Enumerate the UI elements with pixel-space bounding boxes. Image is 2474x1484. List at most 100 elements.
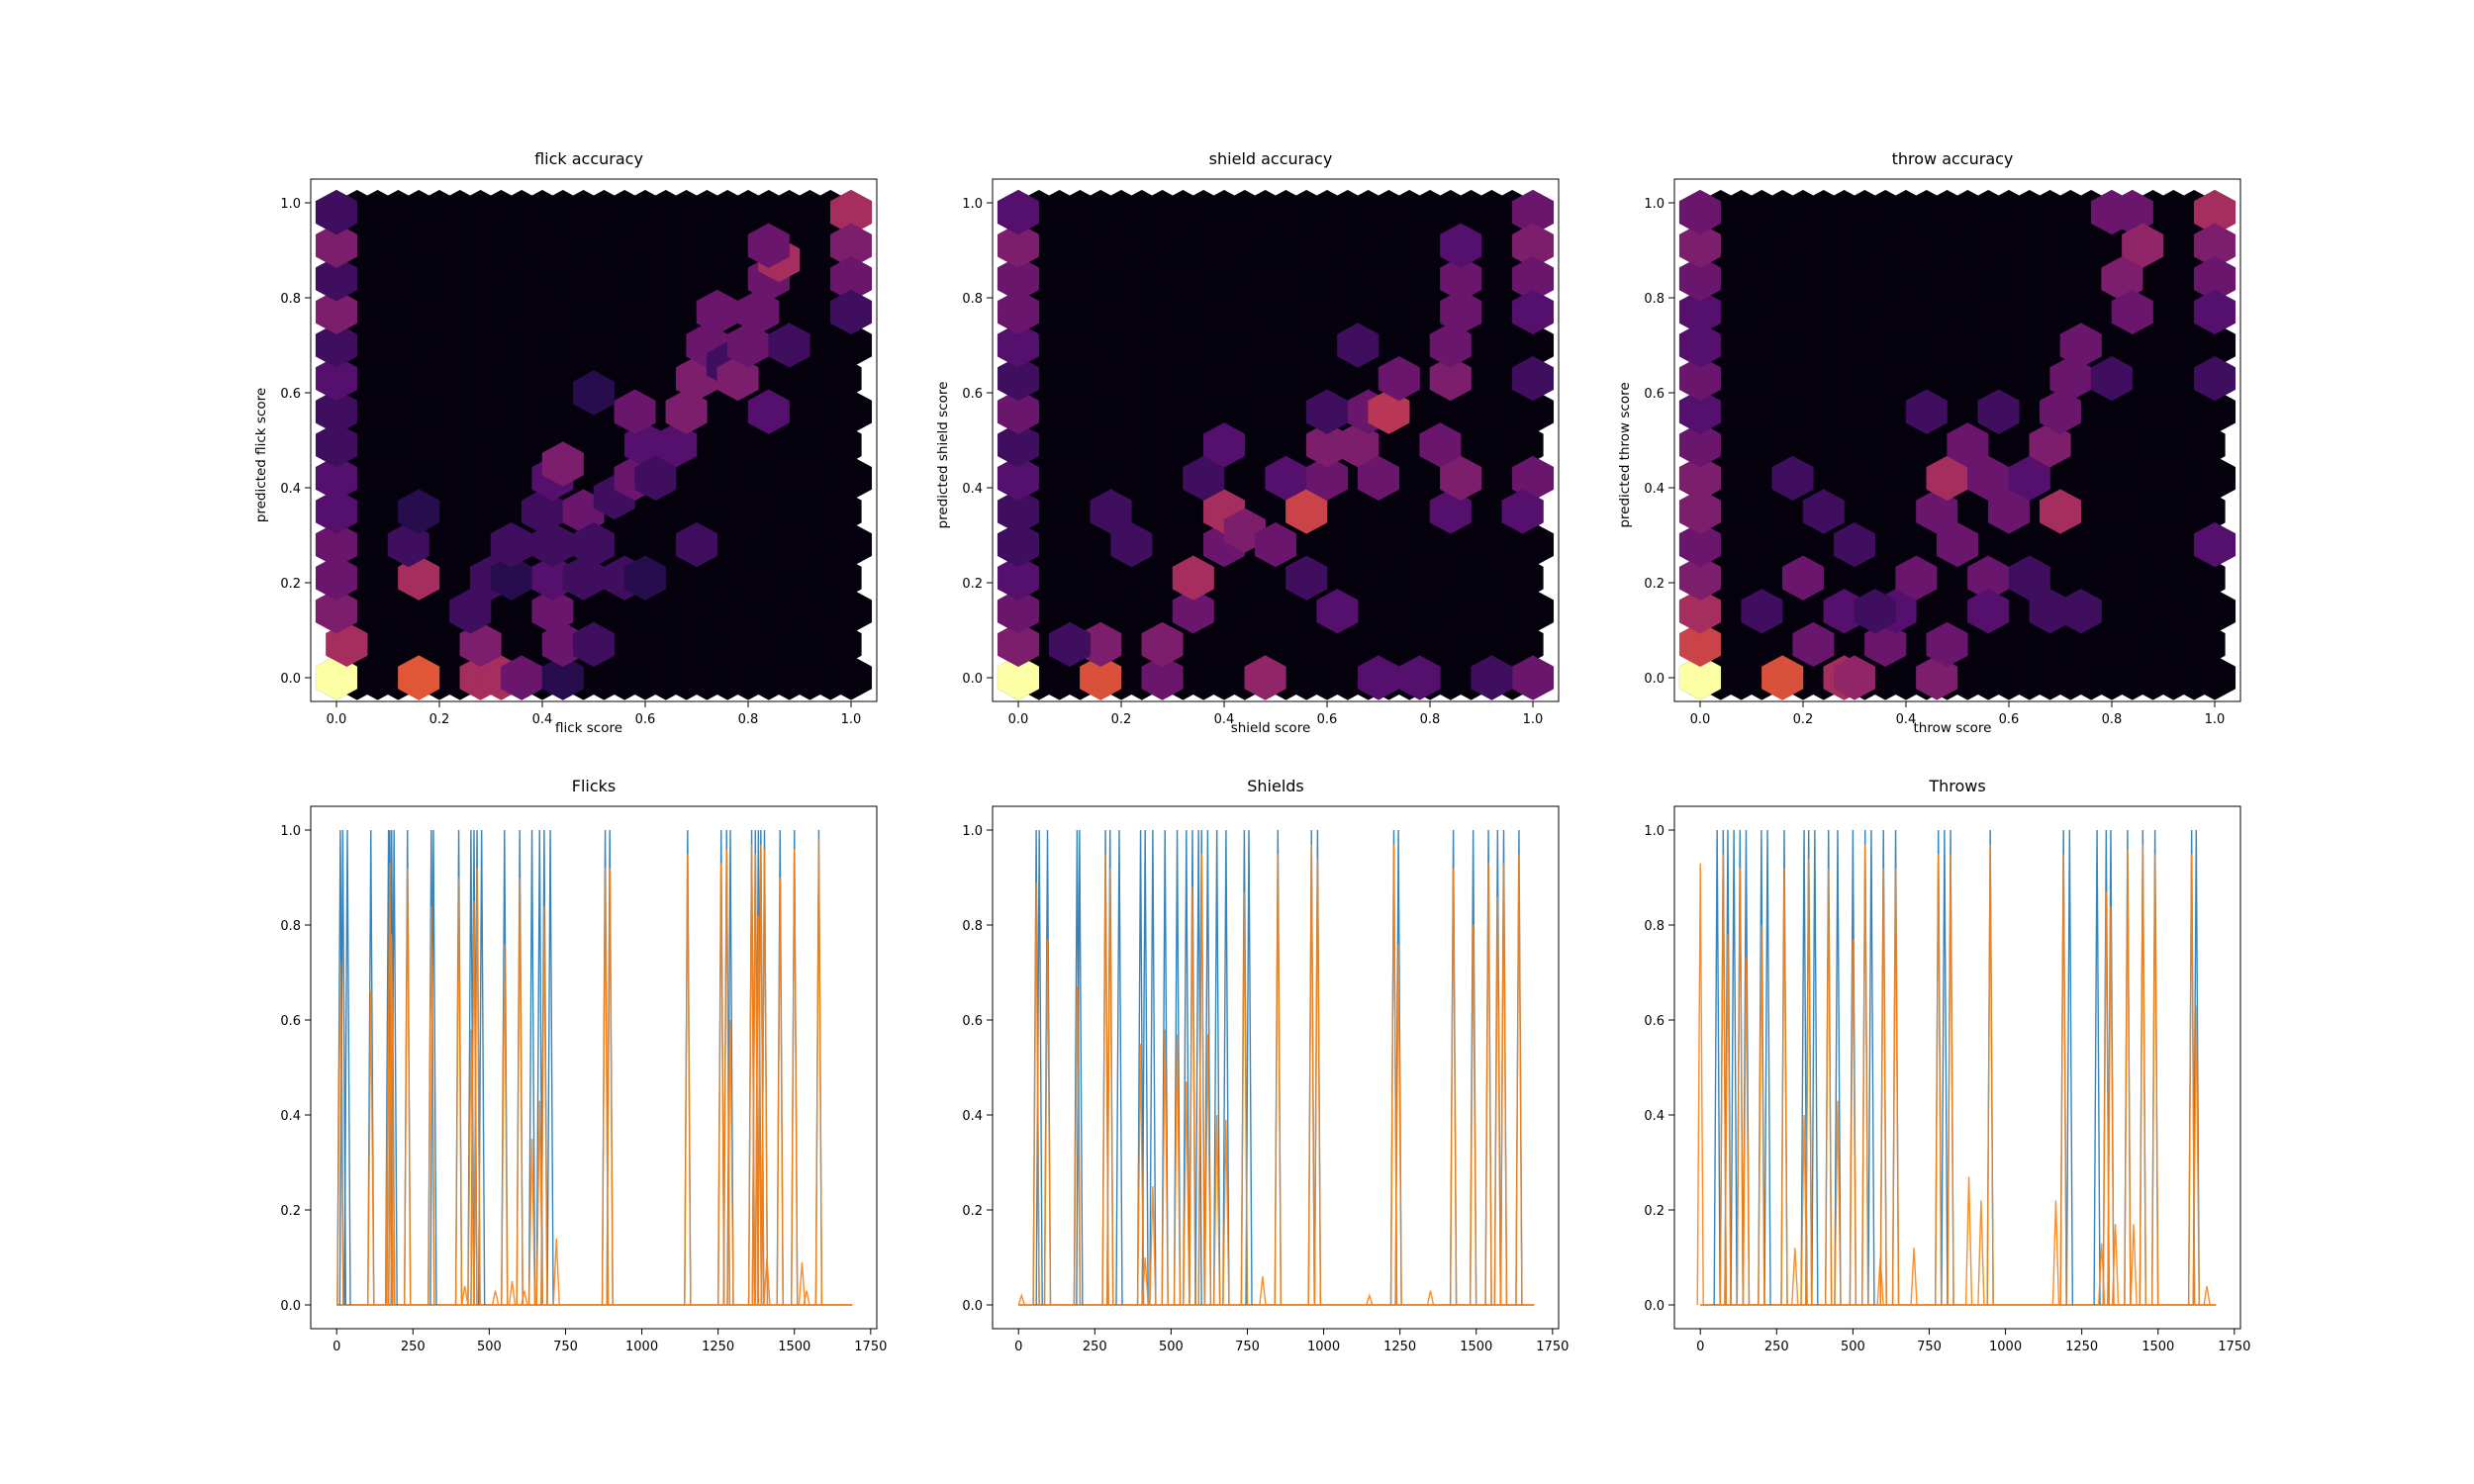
hexbin-cell [1678,489,1722,534]
x-tick-label: 0 [1014,1340,1022,1354]
series-predicted-spike [2098,1243,2106,1306]
hexbin-cell [623,555,667,601]
hexbin-cell [315,289,358,335]
hexbin-cell [2059,589,2102,634]
hexbin-cell [997,256,1040,302]
hexbin-cell [747,223,790,268]
series-predicted-spike [501,944,509,1306]
flick-accuracy-ylabel: predicted flick score [253,388,269,522]
axes-frame [310,178,878,702]
series-actual-spike [429,829,437,1306]
hexbin-cell [2059,323,2102,368]
series-predicted-spike [1106,868,1114,1306]
flick-accuracy-xlabel: flick score [555,720,622,736]
shield-accuracy-ylabel: predicted shield score [935,382,951,529]
hexbin-cell [1926,621,1968,668]
hexbin-cell [315,223,358,268]
hexbin-cell [562,555,605,601]
series-predicted-spike [1493,896,1502,1306]
hexbin-cell [1316,589,1359,634]
series-predicted-spike [1136,1043,1145,1306]
y-tick-label: 1.0 [962,824,983,839]
hexbin-cell [2090,355,2134,402]
hexbin-cell [1967,589,2010,634]
series-predicted-spike [1758,924,1765,1306]
shield-accuracy-title: shield accuracy [1209,149,1333,168]
series-predicted-spike [1426,1290,1435,1306]
hexbin-cell [1305,389,1349,434]
hexbin-cell [1678,422,1722,468]
hexbin-cell [1172,555,1214,601]
series-predicted-spike [527,1138,536,1306]
series-actual-spike [1811,829,1819,1306]
series-predicted-spike [491,1290,500,1306]
hexbin-cell [1440,256,1482,302]
series-predicted-spike [1876,1256,1884,1306]
series-predicted-spike [552,1238,560,1306]
y-tick-label: 1.0 [1644,824,1665,839]
hexbin-cell [1337,323,1380,368]
x-tick-label: 0.0 [1008,712,1029,727]
y-tick-label: 1.0 [962,197,983,212]
series-predicted-spike [1780,868,1788,1306]
series-predicted-spike [467,1029,475,1306]
axes-frame [992,178,1560,702]
series-predicted-spike [1861,844,1869,1306]
hexbin-cell [997,621,1040,668]
hexbin-cell [541,441,584,487]
hexbin-cell [1905,389,1948,434]
hexbin-cell [1471,655,1513,700]
hexbin-cell [1254,521,1297,568]
series-actual-spike [467,829,475,1306]
hexbin-cell [1678,289,1722,335]
hexbin-cell [1511,289,1555,335]
y-tick-label: 0.4 [1644,482,1665,497]
series-predicted-spike [798,1261,807,1306]
series-predicted-spike [388,934,396,1306]
series-predicted-spike [2059,853,2067,1306]
series-predicted-spike [454,877,463,1306]
y-tick-label: 0.8 [1644,919,1665,934]
series-predicted-spike [1017,1293,1025,1306]
x-tick-label: 750 [1917,1340,1942,1354]
hexbin-cell [1781,555,1825,601]
y-tick-label: 0.8 [280,919,301,934]
hexbin-cell [1833,521,1876,568]
series-predicted-spike [803,1290,810,1306]
series-predicted-spike [1173,1034,1182,1306]
hexbin-cell [829,289,873,335]
series-predicted-spike [2139,844,2147,1306]
series-predicted-spike [684,853,692,1306]
hexbin-cell [1357,455,1400,502]
hexbin-cell [1741,589,1783,634]
throws-line-panel: Throws 0.0 0.2 0.4 0.6 0.8 1.0 0 250 500 750 1000 1… [1644,777,2250,1354]
hexbin-cell [2193,521,2236,568]
y-tick-label: 0.2 [280,577,301,592]
y-tick-label: 0.6 [280,387,301,402]
hexbin-cell [997,555,1040,601]
hexbin-layer [1678,189,2236,700]
series-predicted-spike [540,905,548,1306]
y-tick-label: 0.6 [1644,1014,1665,1029]
series-predicted-spike [1197,853,1205,1306]
series-predicted-spike [1804,858,1813,1306]
series-predicted-spike [1073,986,1082,1306]
hexbin-cell [747,389,790,434]
shield-accuracy-xlabel: shield score [1231,720,1311,736]
hexbin-cell [2039,489,2082,534]
series-predicted-spike [1879,868,1887,1306]
x-tick-label: 500 [1159,1340,1184,1354]
series-predicted-spike [1366,1293,1374,1306]
hexbin-cell [1080,655,1122,700]
hexbin-cell [1678,555,1722,601]
shield-accuracy-hexbin-panel: shield accuracy shield score predicted s… [935,149,1560,736]
hexbin-cell [1678,655,1722,700]
x-tick-label: 750 [1235,1340,1260,1354]
x-tick-label: 0.4 [532,712,553,727]
x-tick-label: 1000 [625,1340,658,1354]
hexbin-cell [1141,621,1184,668]
throw-accuracy-ylabel: predicted throw score [1617,382,1633,527]
y-tick-label: 0.6 [962,387,983,402]
x-tick-label: 1750 [854,1340,887,1354]
